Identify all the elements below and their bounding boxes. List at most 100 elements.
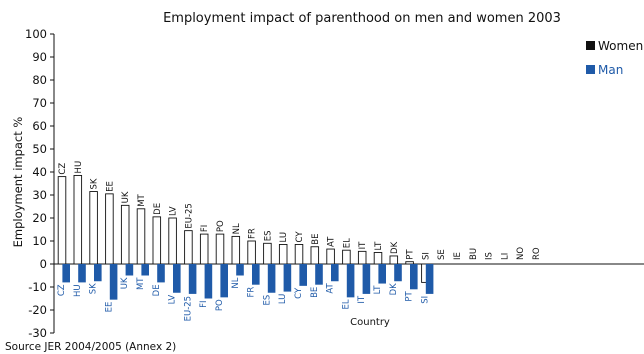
- bar-man-it: [363, 264, 371, 294]
- bar-man-fr: [252, 264, 260, 285]
- legend-swatch-man: [586, 65, 595, 74]
- bar-women-be: [311, 247, 319, 264]
- bar-man-eu-25: [189, 264, 197, 294]
- bar-women-eu-25: [185, 231, 193, 264]
- man-category-label: LT: [373, 285, 383, 295]
- bar-man-mt: [141, 264, 149, 276]
- y-tick-label: 70: [32, 96, 47, 110]
- women-category-label: SE: [437, 249, 447, 260]
- man-category-label: PO: [215, 299, 225, 311]
- bar-women-po: [216, 234, 224, 264]
- bar-man-de: [157, 264, 165, 282]
- women-category-label: LI: [500, 253, 510, 260]
- bar-man-lt: [378, 264, 386, 284]
- women-category-label: DE: [153, 203, 163, 215]
- man-category-label: SK: [89, 283, 99, 294]
- women-category-label: RO: [532, 247, 542, 260]
- man-category-label: DK: [389, 283, 399, 296]
- bar-man-lv: [173, 264, 181, 293]
- women-category-label: LU: [279, 232, 289, 243]
- bar-women-lv: [169, 218, 177, 264]
- women-category-label: PO: [216, 220, 226, 232]
- women-category-label: BU: [469, 248, 479, 260]
- man-category-label: AT: [326, 282, 336, 293]
- bar-man-at: [331, 264, 339, 281]
- bar-man-es: [268, 264, 276, 293]
- bar-women-at: [327, 249, 335, 264]
- bar-women-hu: [74, 175, 82, 264]
- man-category-label: EL: [341, 299, 351, 309]
- legend: Women Man: [586, 39, 643, 77]
- bar-women-es: [264, 243, 272, 264]
- bar-man-si: [426, 264, 434, 294]
- bar-man-nl: [236, 264, 244, 276]
- bar-women-cy: [295, 244, 303, 264]
- women-category-label: EU-25: [184, 203, 194, 228]
- women-category-label: BE: [311, 234, 321, 245]
- bar-man-el: [347, 264, 355, 297]
- women-category-label: DK: [390, 241, 400, 254]
- man-category-label: PT: [405, 291, 415, 302]
- women-category-label: EL: [342, 238, 352, 248]
- bar-women-lu: [279, 244, 287, 264]
- bar-man-uk: [126, 264, 134, 276]
- women-category-label: CY: [295, 231, 305, 243]
- bar-women-it: [358, 251, 366, 264]
- y-tick-label: -20: [28, 303, 47, 317]
- bar-women-lt: [374, 253, 382, 265]
- women-category-label: PT: [406, 249, 416, 260]
- y-tick-label: 20: [32, 211, 47, 225]
- bar-women-dk: [390, 256, 398, 264]
- y-tick-label: 100: [25, 27, 47, 41]
- man-category-label: UK: [120, 277, 130, 289]
- y-tick-label: 50: [32, 142, 47, 156]
- man-category-label: CZ: [57, 284, 67, 296]
- bar-man-cz: [62, 264, 70, 282]
- women-category-label: LT: [374, 241, 384, 251]
- y-tick-label: 30: [32, 188, 47, 202]
- bar-man-be: [315, 264, 323, 285]
- women-category-label: UK: [121, 191, 131, 203]
- bar-women-mt: [137, 209, 145, 264]
- man-category-label: CY: [294, 287, 304, 299]
- y-tick-label: 0: [40, 257, 47, 271]
- source-note: Source JER 2004/2005 (Annex 2): [5, 341, 176, 353]
- bar-man-po: [220, 264, 228, 297]
- man-category-label: HU: [73, 284, 83, 297]
- bar-women-nl: [232, 236, 240, 264]
- women-category-label: LV: [169, 206, 179, 216]
- man-category-label: LV: [168, 295, 178, 305]
- bar-women-el: [343, 250, 351, 264]
- women-category-label: ES: [263, 231, 273, 242]
- y-tick-label: -10: [28, 280, 47, 294]
- women-category-label: AT: [327, 236, 337, 247]
- bar-man-fi: [205, 264, 213, 299]
- y-axis-label: Employment impact %: [11, 117, 25, 248]
- man-category-label: FI: [199, 301, 209, 308]
- legend-label-man: Man: [598, 63, 623, 77]
- bar-man-dk: [394, 264, 402, 281]
- women-category-label: HU: [74, 161, 84, 174]
- women-category-label: NL: [232, 223, 242, 234]
- chart-title: Employment impact of parenthood on men a…: [163, 11, 561, 26]
- y-tick-label: 10: [32, 234, 47, 248]
- legend-swatch-women: [586, 41, 595, 50]
- bar-man-sk: [94, 264, 102, 281]
- women-category-label: IT: [358, 241, 368, 250]
- x-axis-label: Country: [350, 317, 390, 328]
- man-category-label: IT: [357, 295, 367, 304]
- bar-women-sk: [90, 192, 98, 264]
- y-tick-label: 60: [32, 119, 47, 133]
- man-category-label: ES: [262, 295, 272, 306]
- bar-women-fr: [248, 241, 256, 264]
- legend-label-women: Women: [598, 39, 643, 53]
- women-category-label: NO: [516, 247, 526, 260]
- y-tick-label: 40: [32, 165, 47, 179]
- category-labels: CZ HUSK EEUK MTDE LV EU-25 FI PO NL FR ES LU CY BE AT E…: [57, 161, 542, 322]
- y-tick-label: 90: [32, 50, 47, 64]
- women-category-label: IS: [485, 252, 495, 260]
- bar-women-pt: [406, 262, 414, 264]
- man-category-label: EU-25: [183, 296, 193, 321]
- women-category-label: IE: [453, 252, 463, 260]
